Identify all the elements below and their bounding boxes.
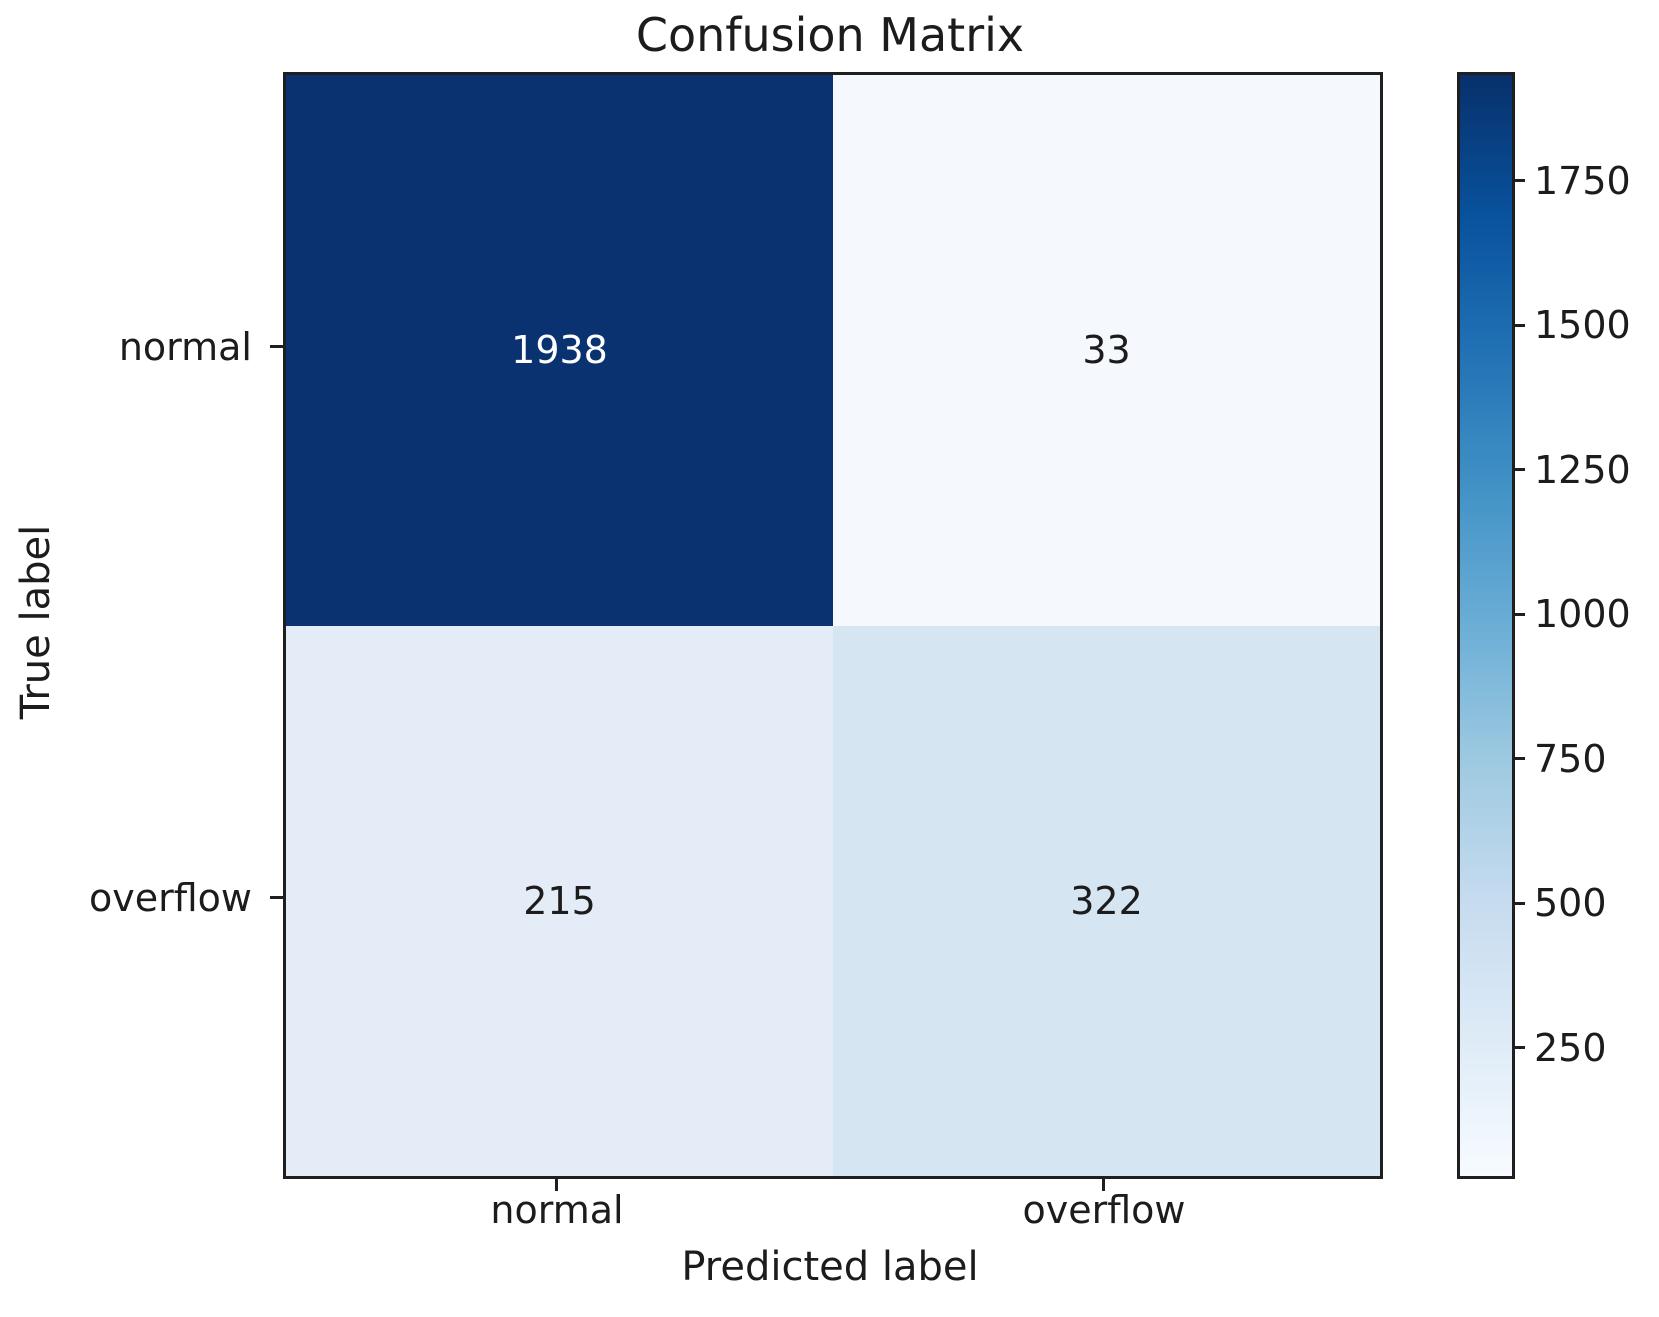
colorbar-tick-mark-750 xyxy=(1512,757,1525,761)
cell-value: 215 xyxy=(523,878,596,923)
x-tick-mark-normal xyxy=(555,1178,558,1191)
x-tick-mark-overflow xyxy=(1102,1178,1105,1191)
y-tick-label-normal: normal xyxy=(118,325,252,369)
x-tick-label-overflow: overflow xyxy=(1022,1188,1186,1232)
y-axis-label: True label xyxy=(13,524,59,720)
colorbar-tick-mark-1750 xyxy=(1512,179,1525,183)
x-axis-label: Predicted label xyxy=(681,1244,979,1290)
colorbar xyxy=(1457,72,1515,1179)
colorbar-tick-label-750: 750 xyxy=(1534,736,1607,781)
colorbar-tick-mark-500 xyxy=(1512,901,1525,905)
matrix-cell-normal-normal: 1938 xyxy=(286,75,833,626)
matrix-cell-overflow-normal: 215 xyxy=(286,625,833,1176)
matrix-cell-normal-overflow: 33 xyxy=(833,75,1380,626)
colorbar-tick-label-1500: 1500 xyxy=(1534,303,1631,348)
cell-value: 322 xyxy=(1070,878,1143,923)
colorbar-tick-mark-1000 xyxy=(1512,612,1525,616)
x-tick-label-normal: normal xyxy=(490,1188,624,1232)
matrix-cell-overflow-overflow: 322 xyxy=(833,625,1380,1176)
colorbar-tick-label-250: 250 xyxy=(1534,1025,1607,1070)
y-tick-mark-overflow xyxy=(270,896,283,899)
colorbar-tick-label-1750: 1750 xyxy=(1534,158,1631,203)
colorbar-tick-mark-1250 xyxy=(1512,468,1525,472)
colorbar-tick-label-1250: 1250 xyxy=(1534,447,1631,492)
colorbar-tick-label-1000: 1000 xyxy=(1534,592,1631,637)
colorbar-tick-mark-1500 xyxy=(1512,323,1525,327)
cell-value: 1938 xyxy=(511,328,608,373)
chart-title: Confusion Matrix xyxy=(635,8,1025,62)
cell-value: 33 xyxy=(1082,328,1131,373)
y-tick-label-overflow: overflow xyxy=(88,876,252,920)
y-tick-mark-normal xyxy=(270,345,283,348)
colorbar-tick-label-500: 500 xyxy=(1534,881,1607,926)
heatmap-plot: 1938 33 215 322 xyxy=(283,72,1383,1179)
colorbar-tick-mark-250 xyxy=(1512,1046,1525,1050)
